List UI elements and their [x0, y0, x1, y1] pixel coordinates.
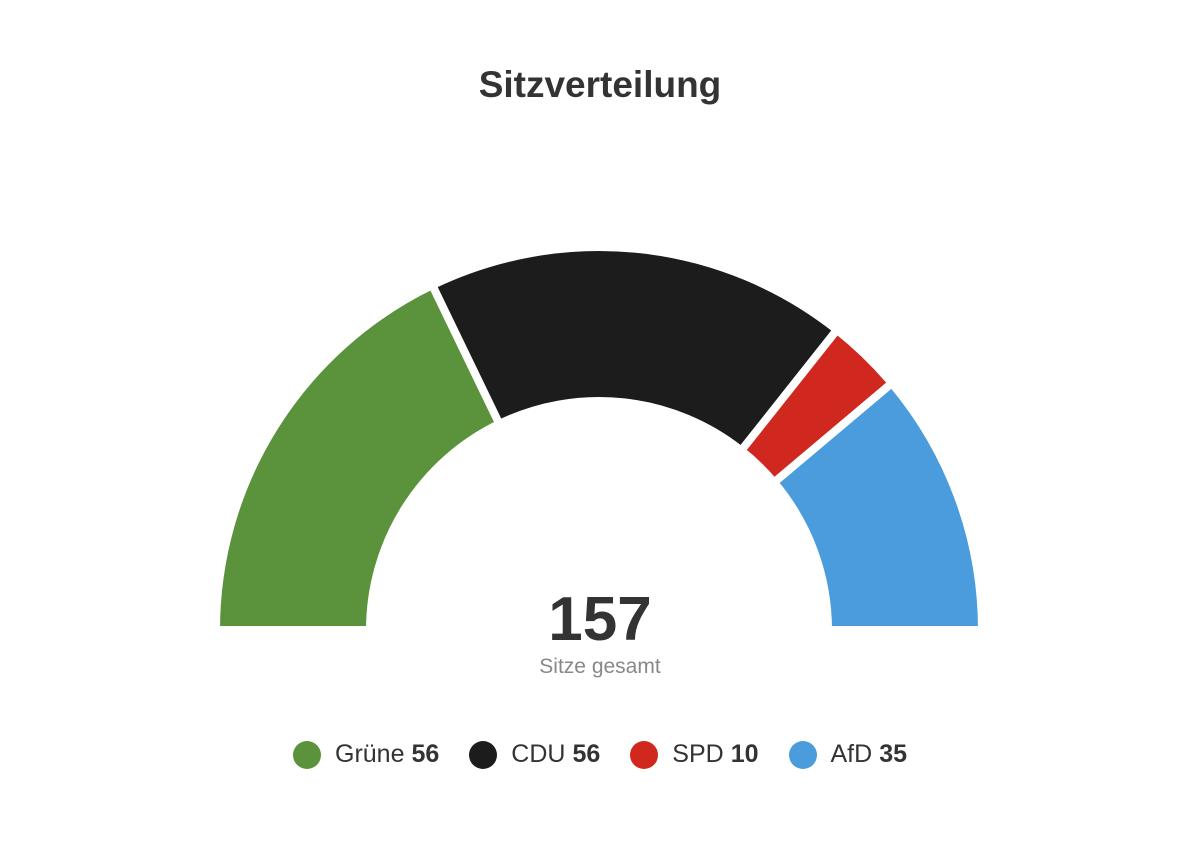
chart-title: Sitzverteilung — [478, 64, 722, 105]
legend-swatch — [630, 740, 659, 769]
legend-item: Grüne 56 — [293, 740, 439, 769]
legend-label: CDU — [511, 740, 566, 768]
legend-swatch — [293, 740, 321, 769]
legend-swatch — [469, 740, 498, 769]
seat-segment — [770, 379, 986, 634]
legend-label: SPD — [672, 740, 724, 768]
total-label: Sitze gesamt — [539, 655, 661, 678]
legend-label: AfD — [830, 740, 873, 768]
legend-value: 56 — [572, 740, 601, 768]
legend: Grüne 56 CDU 56 SPD 10 AfD 35 — [0, 740, 1200, 769]
total-seats: 157 — [548, 585, 652, 654]
legend-item: CDU 56 — [469, 740, 600, 769]
legend-item: SPD 10 — [630, 740, 759, 769]
legend-swatch — [788, 740, 817, 769]
legend-value: 35 — [879, 740, 907, 768]
seat-segment — [428, 243, 841, 455]
legend-label: Grüne — [335, 740, 405, 768]
legend-value: 56 — [411, 740, 440, 768]
legend-item: AfD 35 — [788, 740, 907, 769]
legend-value: 10 — [730, 740, 759, 768]
seat-segment — [212, 281, 504, 634]
